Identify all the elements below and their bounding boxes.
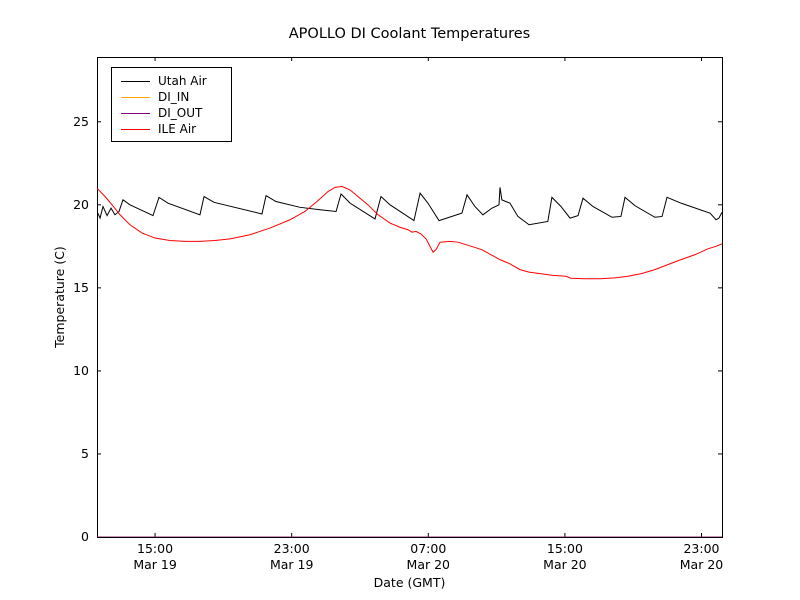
legend-item-di-out: DI_OUT (112, 105, 231, 121)
legend-line-swatch (121, 80, 150, 82)
y-tick-label: 15 (73, 279, 89, 295)
legend-line-swatch (121, 128, 150, 130)
y-tick-label: 0 (81, 529, 89, 544)
x-tick-label: 15:00 Mar 19 (133, 541, 177, 572)
legend-label: Utah Air (158, 74, 207, 88)
axes-frame (97, 57, 723, 538)
series-line-utah-air (97, 187, 722, 226)
legend-line-swatch (121, 112, 150, 114)
x-tick-label: 07:00 Mar 20 (406, 541, 451, 572)
x-tick-label: 23:00 Mar 20 (679, 541, 724, 572)
series-group (97, 186, 722, 537)
legend-label: DI_OUT (158, 106, 203, 120)
series-line-ile-air (97, 186, 722, 280)
legend-label: DI_IN (158, 90, 190, 104)
legend-item-di-in: DI_IN (112, 89, 231, 105)
y-tick-label: 25 (73, 113, 89, 129)
chart-title: APOLLO DI Coolant Temperatures (288, 26, 531, 42)
y-tick-label: 20 (73, 196, 89, 212)
y-tick-label: 5 (81, 445, 89, 461)
x-tick-label: 23:00 Mar 19 (269, 541, 314, 572)
legend-label: ILE Air (158, 122, 197, 136)
legend-item-ile-air: ILE Air (112, 121, 231, 137)
legend-item-utah-air: Utah Air (112, 73, 231, 89)
x-axis-label: Date (GMT) (373, 575, 446, 590)
y-tick-label: 10 (73, 362, 89, 378)
legend-line-swatch (121, 96, 150, 98)
legend: Utah Air DI_IN DI_OUT ILE Air (111, 67, 232, 142)
x-tick-label: 15:00 Mar 20 (543, 541, 587, 572)
